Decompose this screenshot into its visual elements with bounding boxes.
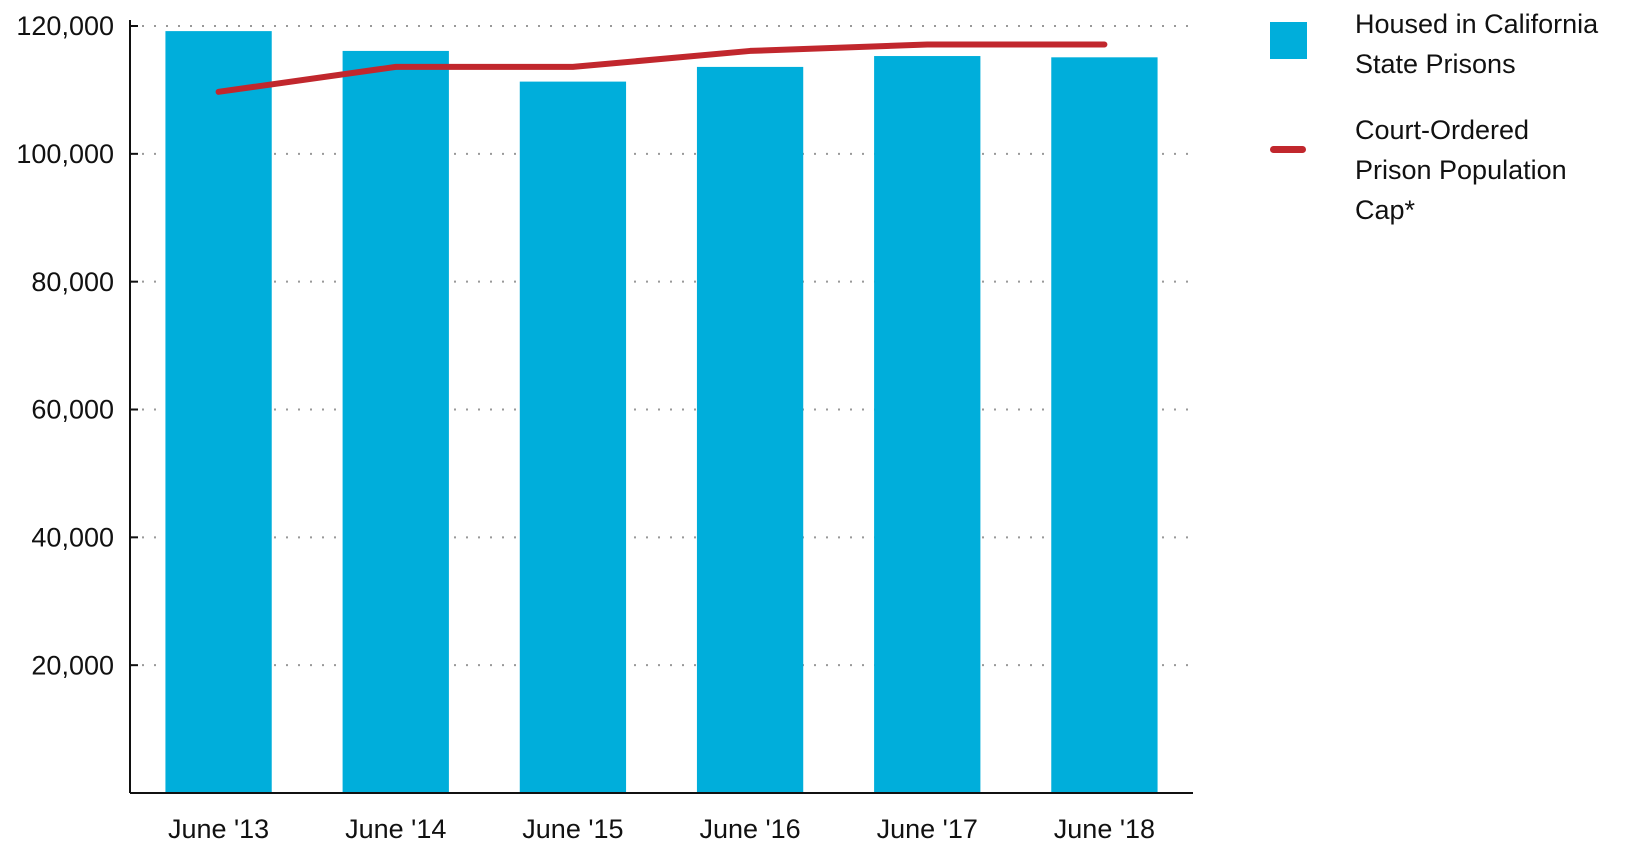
x-tick-label: June '18 bbox=[1054, 814, 1155, 844]
bar bbox=[342, 50, 449, 794]
legend-label: Court-Ordered Prison Population Cap* bbox=[1355, 115, 1567, 225]
bar bbox=[874, 56, 981, 793]
legend: Housed in California State Prisons Court-… bbox=[1268, 4, 1628, 256]
line bbox=[215, 41, 1108, 95]
x-tick-label: June '15 bbox=[522, 814, 623, 844]
legend-swatch bbox=[1270, 22, 1307, 59]
x-tick-label: June '17 bbox=[877, 814, 978, 844]
y-tick-label: 120,000 bbox=[16, 11, 114, 41]
bar bbox=[696, 66, 804, 793]
bar bbox=[1051, 57, 1158, 794]
bar bbox=[519, 81, 627, 794]
bar bbox=[165, 31, 272, 793]
y-tick-label: 60,000 bbox=[31, 395, 114, 425]
legend-item: Housed in California State Prisons bbox=[1268, 4, 1605, 84]
legend-swatch bbox=[1270, 146, 1306, 153]
x-tick-label: June '13 bbox=[168, 814, 269, 844]
y-tick-label: 40,000 bbox=[31, 522, 114, 552]
y-tick-label: 100,000 bbox=[16, 139, 114, 169]
y-tick-label: 20,000 bbox=[31, 650, 114, 680]
y-tick-label: 80,000 bbox=[31, 267, 114, 297]
legend-item: Court-Ordered Prison Population Cap* bbox=[1268, 110, 1605, 230]
legend-label: Housed in California State Prisons bbox=[1355, 9, 1599, 79]
x-tick-label: June '14 bbox=[345, 814, 446, 844]
x-tick-label: June '16 bbox=[699, 814, 800, 844]
